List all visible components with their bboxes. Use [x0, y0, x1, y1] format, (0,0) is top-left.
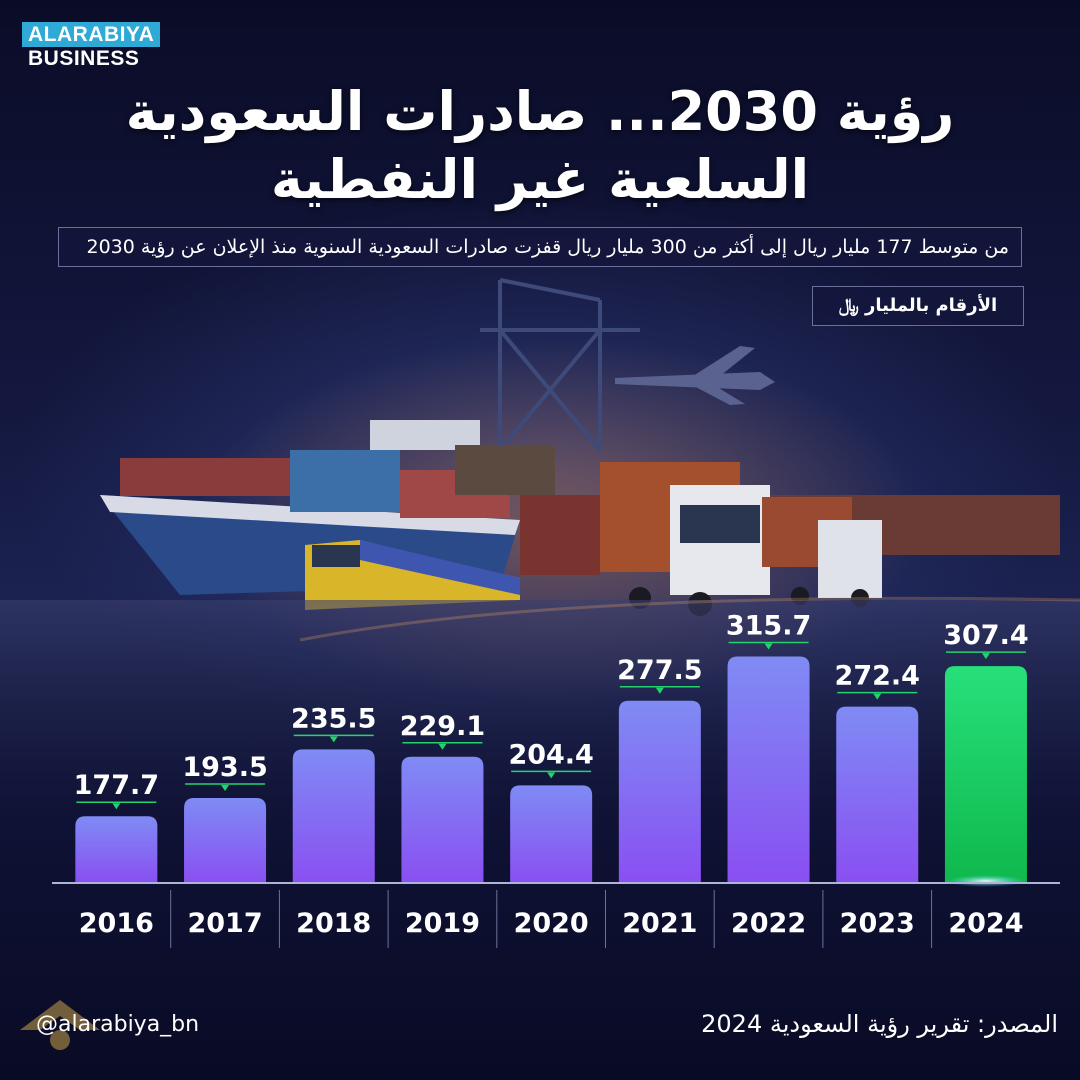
x-tick-2019: 2019 — [405, 908, 480, 939]
x-tick-2022: 2022 — [731, 908, 806, 939]
value-label-marker — [438, 743, 447, 750]
x-tick-2024: 2024 — [948, 908, 1023, 939]
x-tick-2016: 2016 — [79, 908, 154, 939]
value-label-2020: 204.4 — [508, 739, 593, 770]
value-label-2019: 229.1 — [400, 711, 485, 742]
bar-2017 — [184, 797, 267, 883]
value-label-2016: 177.7 — [74, 770, 159, 801]
bar-2019 — [401, 756, 484, 883]
value-label-2022: 315.7 — [726, 611, 811, 642]
value-label-marker — [221, 784, 230, 791]
value-label-2024: 307.4 — [943, 620, 1028, 651]
airplane-icon — [615, 346, 775, 405]
value-label-marker — [329, 736, 338, 743]
value-label-marker — [981, 653, 990, 660]
value-label-2017: 193.5 — [182, 752, 267, 783]
forum-watermark-emblem — [20, 1000, 100, 1050]
value-label-marker — [764, 643, 773, 650]
logo-bottom-text: BUSINESS — [28, 47, 140, 70]
crane-icon — [480, 278, 640, 452]
bar-2024 — [944, 666, 1027, 883]
brand-logo: ALARABIYA BUSINESS — [22, 22, 161, 71]
page-title-line2: السلعية غير النفطية — [270, 148, 810, 211]
truck-icon — [600, 462, 882, 616]
value-label-marker — [547, 772, 556, 779]
value-label-marker — [112, 803, 121, 810]
x-tick-2020: 2020 — [514, 908, 589, 939]
page-title-line1: رؤية 2030... صادرات السعودية — [125, 80, 955, 143]
bar-2021 — [618, 700, 701, 883]
x-tick-2021: 2021 — [622, 908, 697, 939]
bar-2023 — [836, 706, 919, 883]
unit-badge: الأرقام بالمليار ﷼ — [812, 286, 1024, 326]
train-icon — [305, 540, 520, 610]
value-label-marker — [655, 687, 664, 694]
x-tick-2023: 2023 — [840, 908, 915, 939]
source-note: المصدر: تقرير رؤية السعودية 2024 — [701, 1010, 1058, 1038]
x-tick-2017: 2017 — [187, 908, 262, 939]
value-label-marker — [873, 693, 882, 700]
social-handle: @alarabiya_bn — [36, 1012, 200, 1037]
x-tick-2018: 2018 — [296, 908, 371, 939]
value-label-2018: 235.5 — [291, 703, 376, 734]
value-label-2023: 272.4 — [835, 661, 920, 692]
value-label-2021: 277.5 — [617, 655, 702, 686]
subtitle-box: من متوسط 177 مليار ريال إلى أكثر من 300 … — [58, 227, 1022, 267]
bar-2022 — [727, 656, 810, 883]
logo-top-text: ALARABIYA — [22, 22, 161, 47]
bar-2016 — [75, 816, 158, 883]
bar-glow — [945, 875, 1026, 887]
bar-2018 — [292, 749, 375, 883]
bar-2020 — [510, 785, 593, 883]
